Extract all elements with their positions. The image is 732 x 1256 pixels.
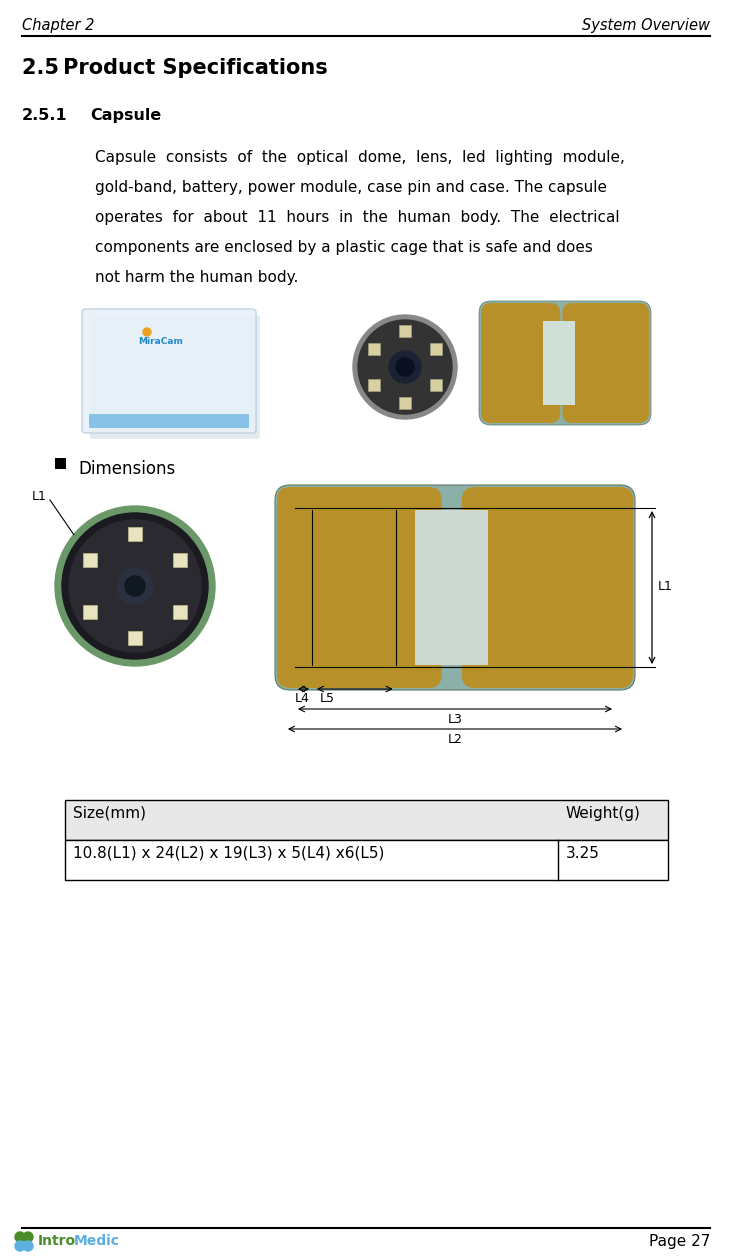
Bar bbox=[399, 325, 411, 337]
Text: L1: L1 bbox=[32, 490, 47, 502]
Text: Dimensions: Dimensions bbox=[78, 460, 175, 479]
Text: Intro: Intro bbox=[38, 1233, 76, 1248]
Text: L4: L4 bbox=[295, 692, 310, 705]
Text: L2: L2 bbox=[447, 734, 463, 746]
Text: gold-band, battery, power module, case pin and case. The capsule: gold-band, battery, power module, case p… bbox=[95, 180, 607, 195]
FancyBboxPatch shape bbox=[277, 487, 441, 688]
FancyBboxPatch shape bbox=[462, 487, 633, 688]
Circle shape bbox=[23, 1241, 33, 1251]
Text: Chapter 2: Chapter 2 bbox=[22, 18, 94, 33]
Circle shape bbox=[143, 328, 151, 337]
Bar bbox=[83, 553, 97, 566]
Circle shape bbox=[62, 512, 208, 659]
Circle shape bbox=[117, 568, 153, 604]
Bar bbox=[415, 510, 488, 664]
Bar bbox=[543, 322, 575, 404]
Text: Page 27: Page 27 bbox=[649, 1233, 710, 1248]
Text: MiraCam: MiraCam bbox=[138, 337, 184, 345]
Text: L5: L5 bbox=[320, 692, 335, 705]
Text: L3: L3 bbox=[447, 713, 463, 726]
FancyBboxPatch shape bbox=[89, 414, 249, 428]
Text: Capsule  consists  of  the  optical  dome,  lens,  led  lighting  module,: Capsule consists of the optical dome, le… bbox=[95, 149, 625, 165]
Bar bbox=[65, 840, 668, 880]
Text: components are enclosed by a plastic cage that is safe and does: components are enclosed by a plastic cag… bbox=[95, 240, 593, 255]
Circle shape bbox=[23, 1232, 33, 1242]
Circle shape bbox=[69, 520, 201, 652]
Bar bbox=[173, 553, 187, 566]
Text: operates  for  about  11  hours  in  the  human  body.  The  electrical: operates for about 11 hours in the human… bbox=[95, 210, 619, 225]
FancyBboxPatch shape bbox=[82, 309, 256, 433]
FancyBboxPatch shape bbox=[562, 303, 649, 423]
FancyBboxPatch shape bbox=[275, 485, 635, 690]
Text: 3.25: 3.25 bbox=[566, 847, 600, 862]
Text: L1: L1 bbox=[658, 580, 673, 594]
Text: Weight(g): Weight(g) bbox=[566, 806, 641, 821]
Bar bbox=[367, 343, 380, 355]
Bar bbox=[367, 379, 380, 391]
Circle shape bbox=[15, 1241, 25, 1251]
Bar bbox=[83, 605, 97, 619]
Circle shape bbox=[396, 358, 414, 376]
Text: not harm the human body.: not harm the human body. bbox=[95, 270, 299, 285]
Text: Capsule: Capsule bbox=[90, 108, 161, 123]
Bar bbox=[430, 379, 442, 391]
Text: Medic: Medic bbox=[74, 1233, 120, 1248]
Bar bbox=[65, 800, 668, 840]
Circle shape bbox=[389, 350, 421, 383]
FancyBboxPatch shape bbox=[90, 315, 260, 440]
Bar bbox=[128, 528, 142, 541]
Bar bbox=[430, 343, 442, 355]
Circle shape bbox=[15, 1232, 25, 1242]
Bar bbox=[173, 605, 187, 619]
Text: Size(mm): Size(mm) bbox=[73, 806, 146, 821]
Bar bbox=[55, 458, 66, 468]
FancyBboxPatch shape bbox=[479, 301, 651, 425]
Circle shape bbox=[55, 506, 215, 666]
Bar bbox=[399, 397, 411, 409]
Text: 10.8(L1) x 24(L2) x 19(L3) x 5(L4) x6(L5): 10.8(L1) x 24(L2) x 19(L3) x 5(L4) x6(L5… bbox=[73, 847, 384, 862]
Circle shape bbox=[125, 577, 145, 597]
FancyBboxPatch shape bbox=[481, 303, 560, 423]
Circle shape bbox=[358, 320, 452, 414]
Text: 2.5.1: 2.5.1 bbox=[22, 108, 67, 123]
Bar bbox=[128, 631, 142, 646]
Text: 2.5 Product Specifications: 2.5 Product Specifications bbox=[22, 58, 328, 78]
Text: System Overview: System Overview bbox=[582, 18, 710, 33]
Circle shape bbox=[353, 315, 457, 420]
